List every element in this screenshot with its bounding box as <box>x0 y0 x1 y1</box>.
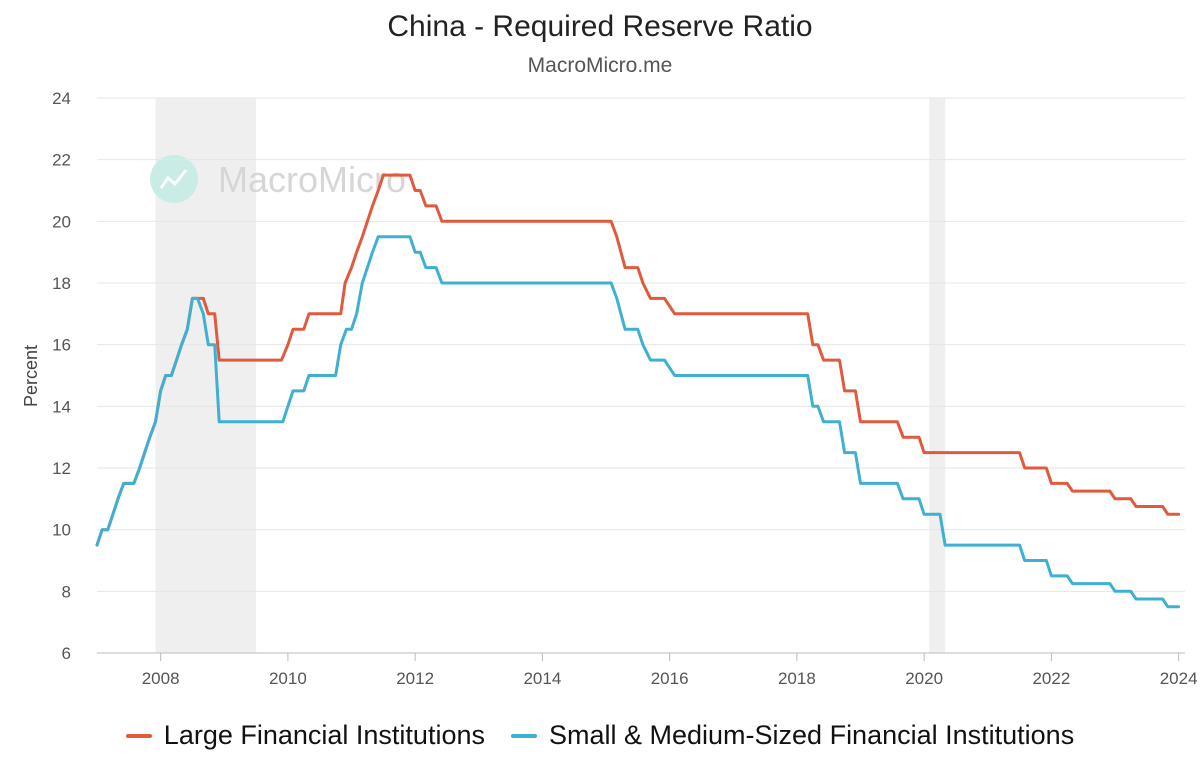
watermark-logo-mark <box>159 169 188 189</box>
x-tick-label: 2020 <box>905 669 943 688</box>
series-lines <box>95 173 1181 609</box>
y-tick-label: 20 <box>52 212 71 231</box>
chart-title: China - Required Reserve Ratio <box>387 10 813 43</box>
legend-label-small-medium: Small & Medium-Sized Financial Instituti… <box>548 720 1075 750</box>
y-tick-label: 16 <box>52 336 71 355</box>
y-tick-label: 14 <box>52 397 71 416</box>
y-gridlines <box>97 97 1185 654</box>
x-tick-label: 2018 <box>778 669 816 688</box>
x-tick-label: 2012 <box>396 669 434 688</box>
y-axis-ticks: 6 8 10 12 14 16 18 20 22 24 <box>52 89 71 663</box>
x-tick-label: 2010 <box>269 669 307 688</box>
watermark-text: MacroMicro <box>218 159 406 200</box>
x-tick-label: 2014 <box>523 669 561 688</box>
y-tick-label: 12 <box>52 459 71 478</box>
y-tick-label: 18 <box>52 274 71 293</box>
y-tick-label: 8 <box>62 582 71 601</box>
y-axis-title: Percent <box>21 345 41 407</box>
legend-swatch-small-medium <box>510 733 537 738</box>
watermark: MacroMicro <box>150 155 406 203</box>
legend-label-large: Large Financial Institutions <box>163 720 485 750</box>
y-tick-label: 24 <box>52 89 71 108</box>
y-tick-label: 22 <box>52 151 71 170</box>
x-tick-label: 2024 <box>1160 669 1198 688</box>
chart-subtitle: MacroMicro.me <box>527 54 673 77</box>
legend-item-small-medium[interactable]: Small & Medium-Sized Financial Instituti… <box>510 720 1075 751</box>
series-line-0 <box>95 173 1181 547</box>
x-tick-label: 2022 <box>1032 669 1070 688</box>
shaded-period-1 <box>929 98 946 653</box>
series-line-1 <box>95 235 1181 609</box>
x-tick-label: 2008 <box>142 669 180 688</box>
x-axis-ticks: 2008 2010 2012 2014 2016 2018 2020 2022 2024 <box>142 653 1198 688</box>
watermark-logo-icon <box>150 155 198 203</box>
legend-swatch-large <box>125 733 152 738</box>
y-tick-label: 6 <box>62 644 71 663</box>
x-tick-label: 2016 <box>651 669 689 688</box>
y-tick-label: 10 <box>52 521 71 540</box>
legend: Large Financial Institutions Small & Med… <box>0 720 1200 751</box>
legend-item-large[interactable]: Large Financial Institutions <box>125 720 485 751</box>
